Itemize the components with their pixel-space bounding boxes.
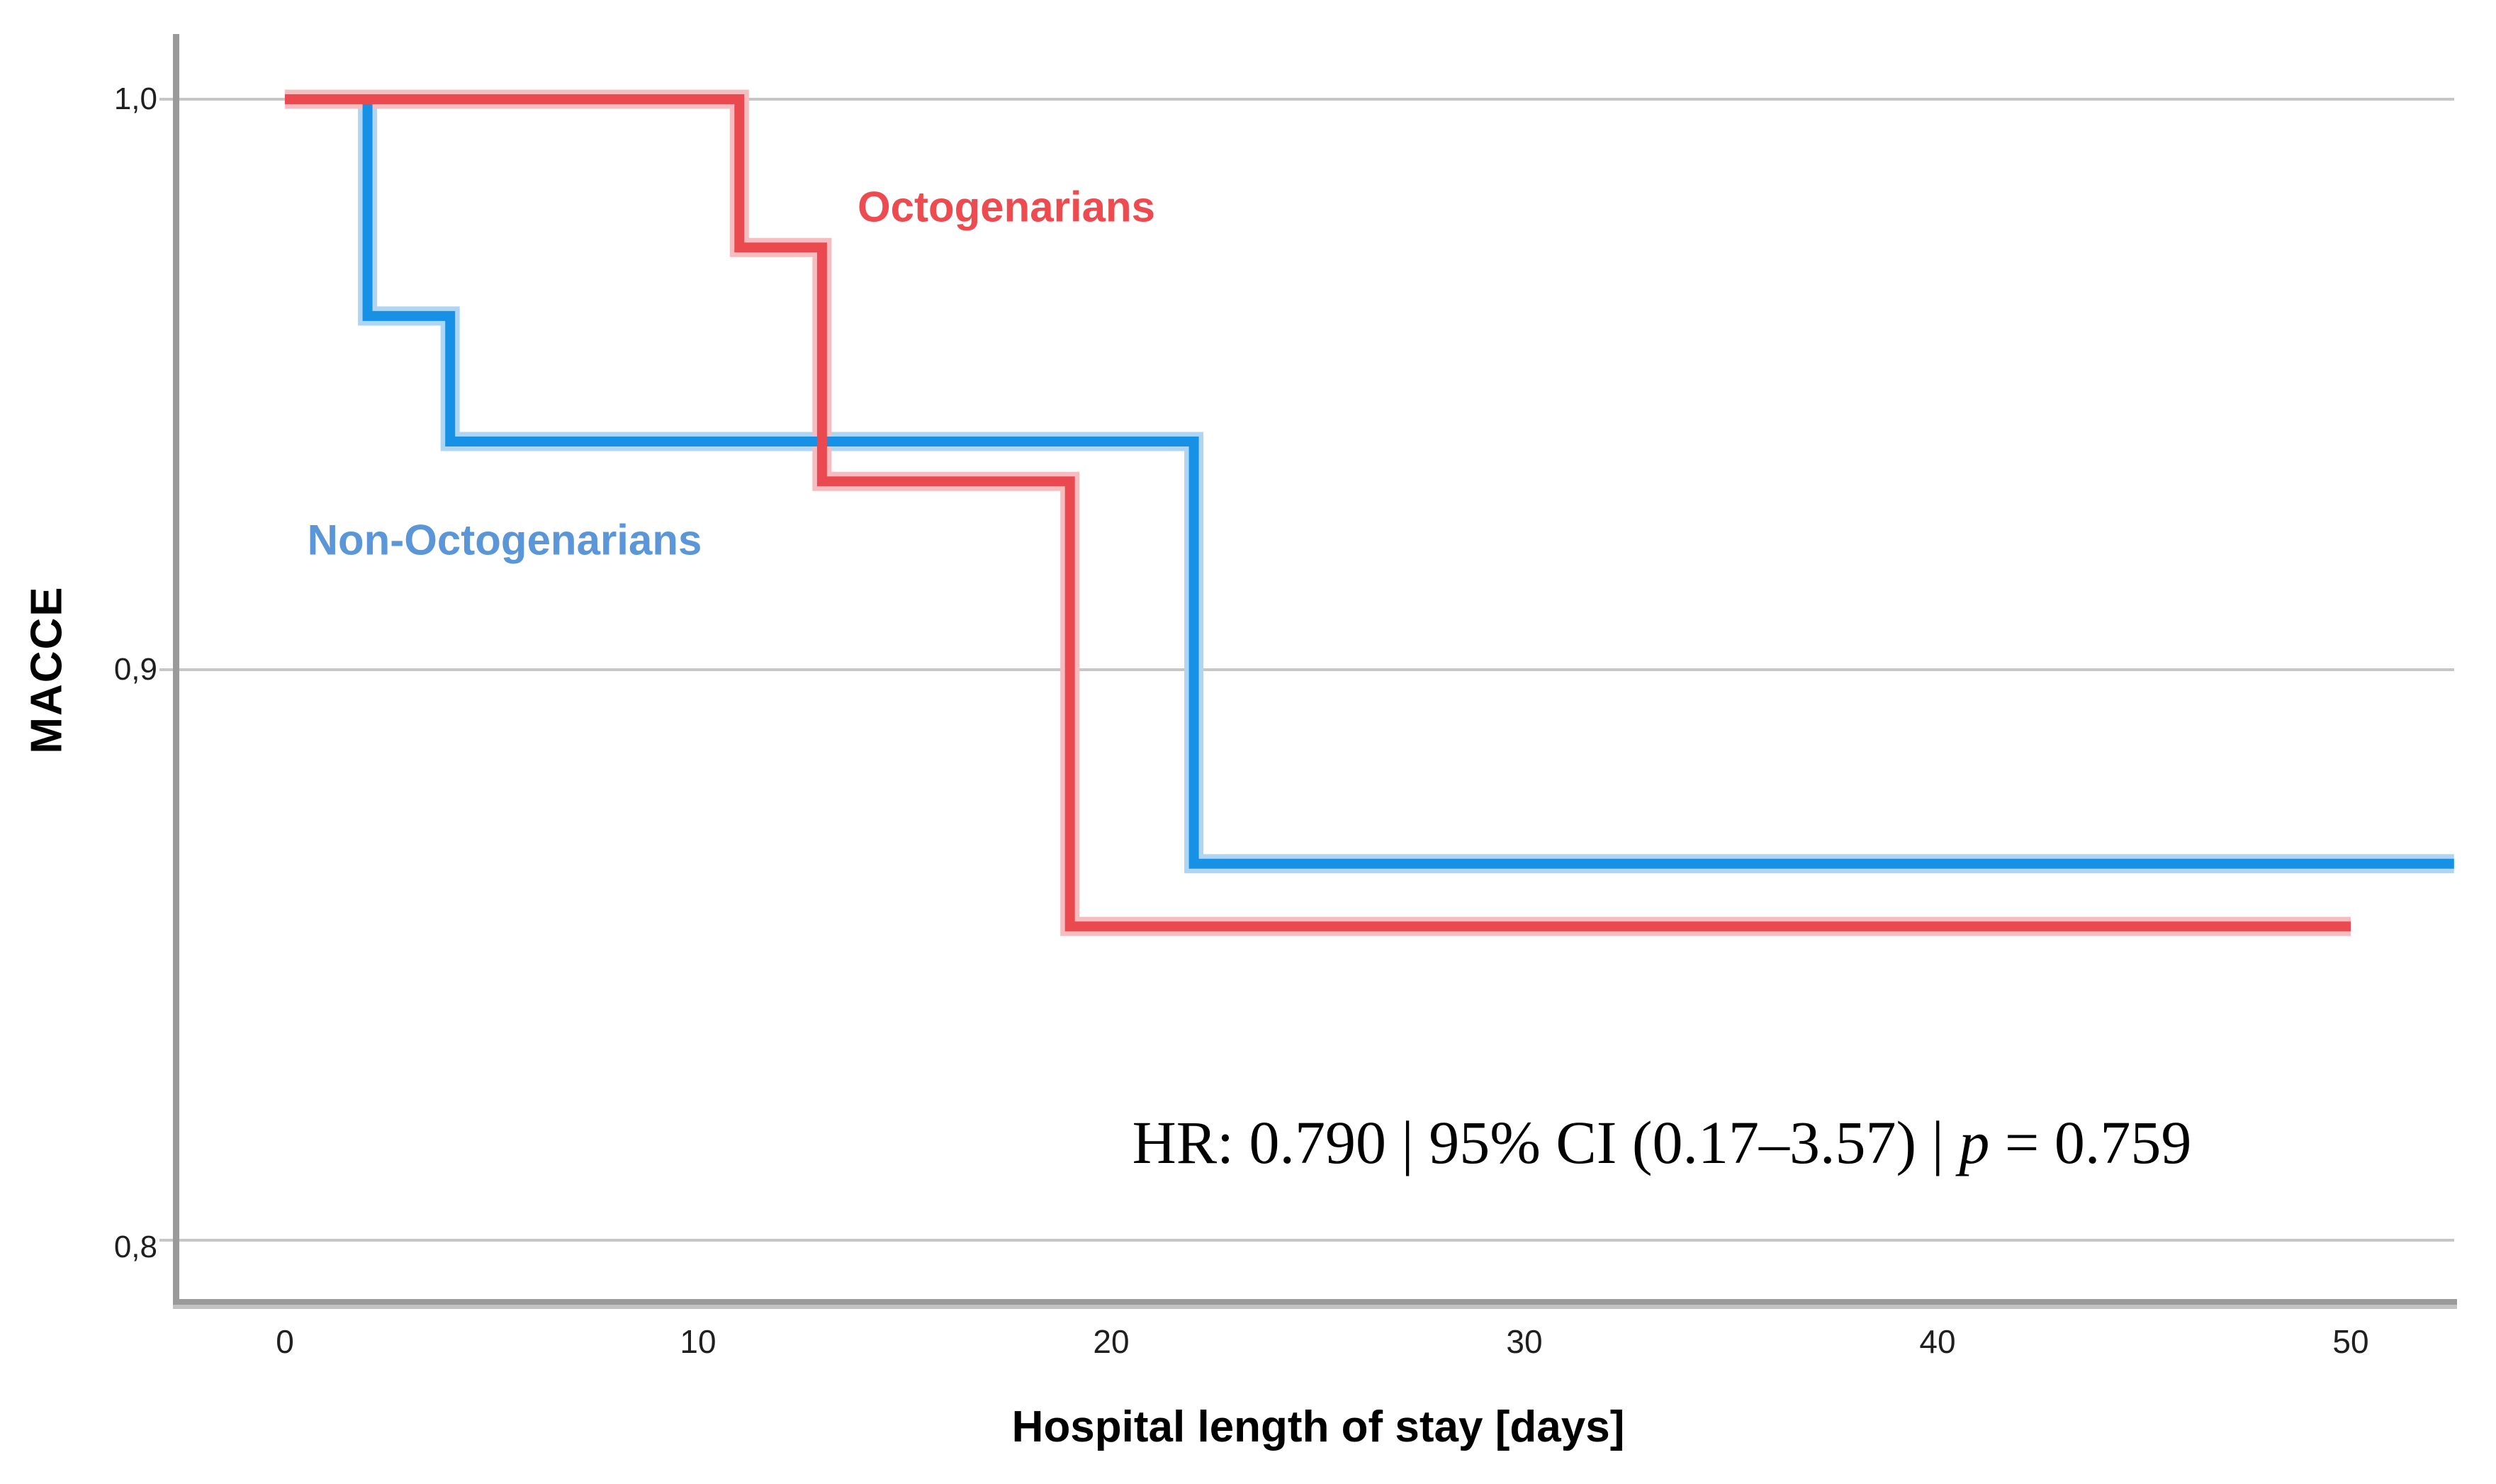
x-axis-title: Hospital length of stay [days] [1011,1403,1625,1451]
x-axis-spine [173,1299,2457,1305]
y-axis-spine [173,34,179,1300]
x-tick-label-0: 0 [276,1323,294,1360]
y-tick-label-0_8: 0,8 [113,1230,157,1264]
y-tick-label-0_9: 0,9 [113,652,157,687]
y-tick-label-1_0: 1,0 [113,81,157,116]
x-tick-label-50: 50 [2332,1323,2369,1360]
x-axis-spine-shadow [173,1305,2457,1309]
x-tick-label-10: 10 [680,1323,716,1360]
annotation-text-before-p: HR: 0.790 | 95% CI (0.17–3.57) | [1132,1108,1960,1176]
x-tick-label-20: 20 [1093,1323,1130,1360]
x-tick-label-40: 40 [1919,1323,1956,1360]
series-label-octogenarians: Octogenarians [857,183,1156,231]
hazard-ratio-annotation: HR: 0.790 | 95% CI (0.17–3.57) | p = 0.7… [1132,1107,2192,1178]
series-halo-0 [285,89,2454,874]
annotation-text-after-p: = 0.759 [1989,1108,2192,1176]
series-halo-1 [285,89,2351,936]
x-tick-label-30: 30 [1506,1323,1543,1360]
annotation-p-symbol: p [1959,1108,1990,1176]
series-line-0 [285,94,2454,869]
series-line-1 [285,94,2351,932]
series-label-non-octogenarians: Non-Octogenarians [307,516,702,564]
